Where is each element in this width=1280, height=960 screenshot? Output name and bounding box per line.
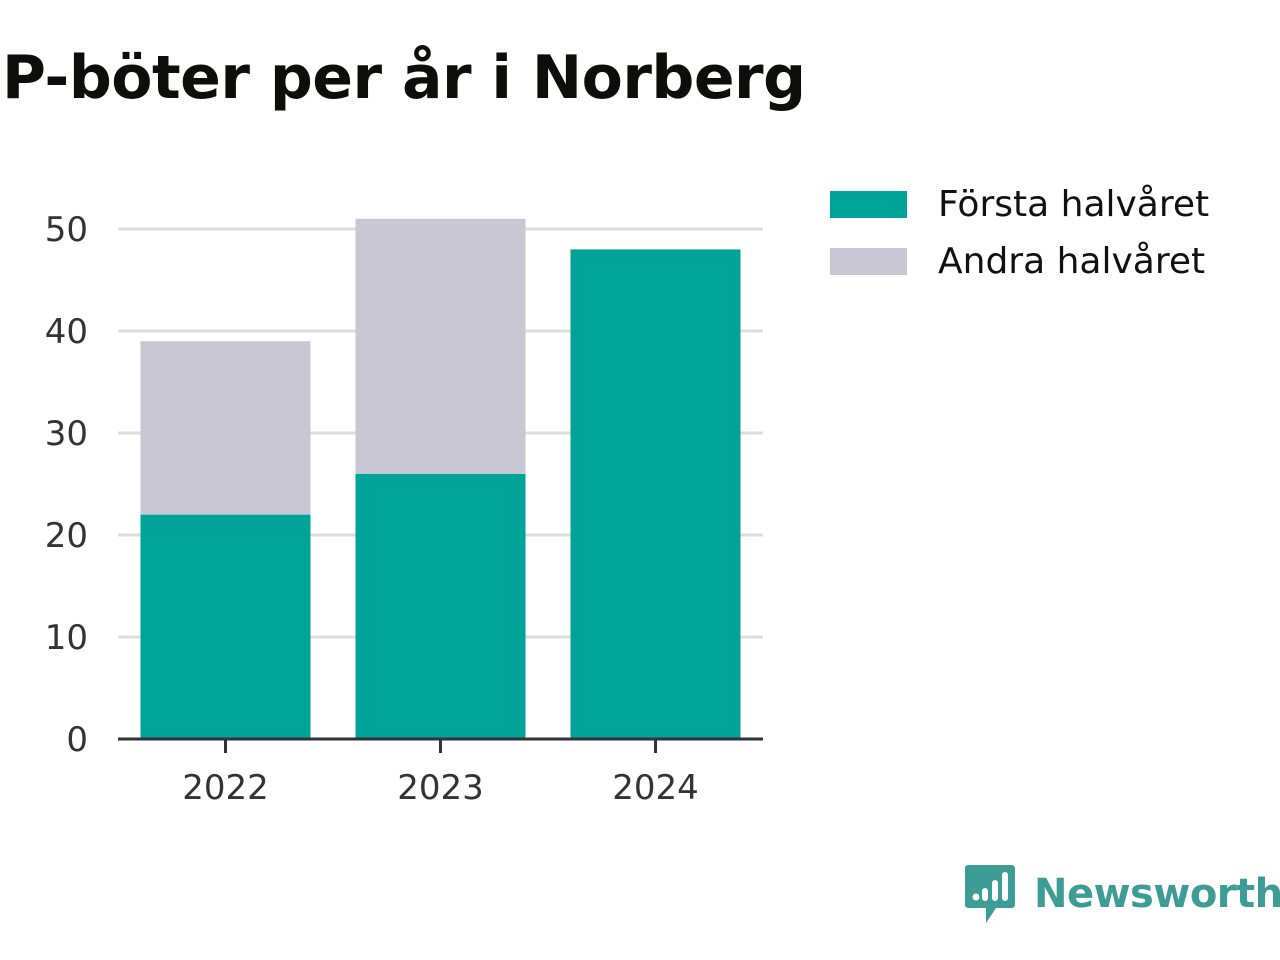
brand-name: Newsworthy <box>1034 871 1280 917</box>
bar-2022-series-1 <box>140 341 311 515</box>
legend-item-second-half: Andra halvåret <box>830 233 1209 290</box>
legend-label-second-half: Andra halvåret <box>938 241 1206 282</box>
x-tick-label-2023: 2023 <box>397 768 484 808</box>
legend-item-first-half: Första halvåret <box>830 176 1209 233</box>
brand: Newsworthy <box>964 863 1280 925</box>
newsworthy-logo-icon <box>965 865 1015 923</box>
legend-swatch-first-half <box>830 191 907 218</box>
bar-2023-series-0 <box>355 473 526 739</box>
y-tick-label-10: 10 <box>45 618 88 658</box>
y-tick-label-30: 30 <box>45 414 88 454</box>
bar-2023-series-1 <box>355 218 526 474</box>
legend-label-first-half: Första halvåret <box>938 184 1210 225</box>
y-tick-label-50: 50 <box>45 210 88 250</box>
bar-2024-series-0 <box>570 249 741 739</box>
x-tick-label-2024: 2024 <box>612 768 699 808</box>
legend: Första halvåret Andra halvåret <box>830 176 1209 290</box>
y-tick-label-40: 40 <box>45 312 88 352</box>
legend-swatch-second-half <box>830 248 907 275</box>
y-tick-label-20: 20 <box>45 516 88 556</box>
y-tick-label-0: 0 <box>66 720 88 760</box>
chart-title: P-böter per år i Norberg <box>2 43 806 113</box>
x-tick-label-2022: 2022 <box>182 768 269 808</box>
bar-2022-series-0 <box>140 514 311 739</box>
